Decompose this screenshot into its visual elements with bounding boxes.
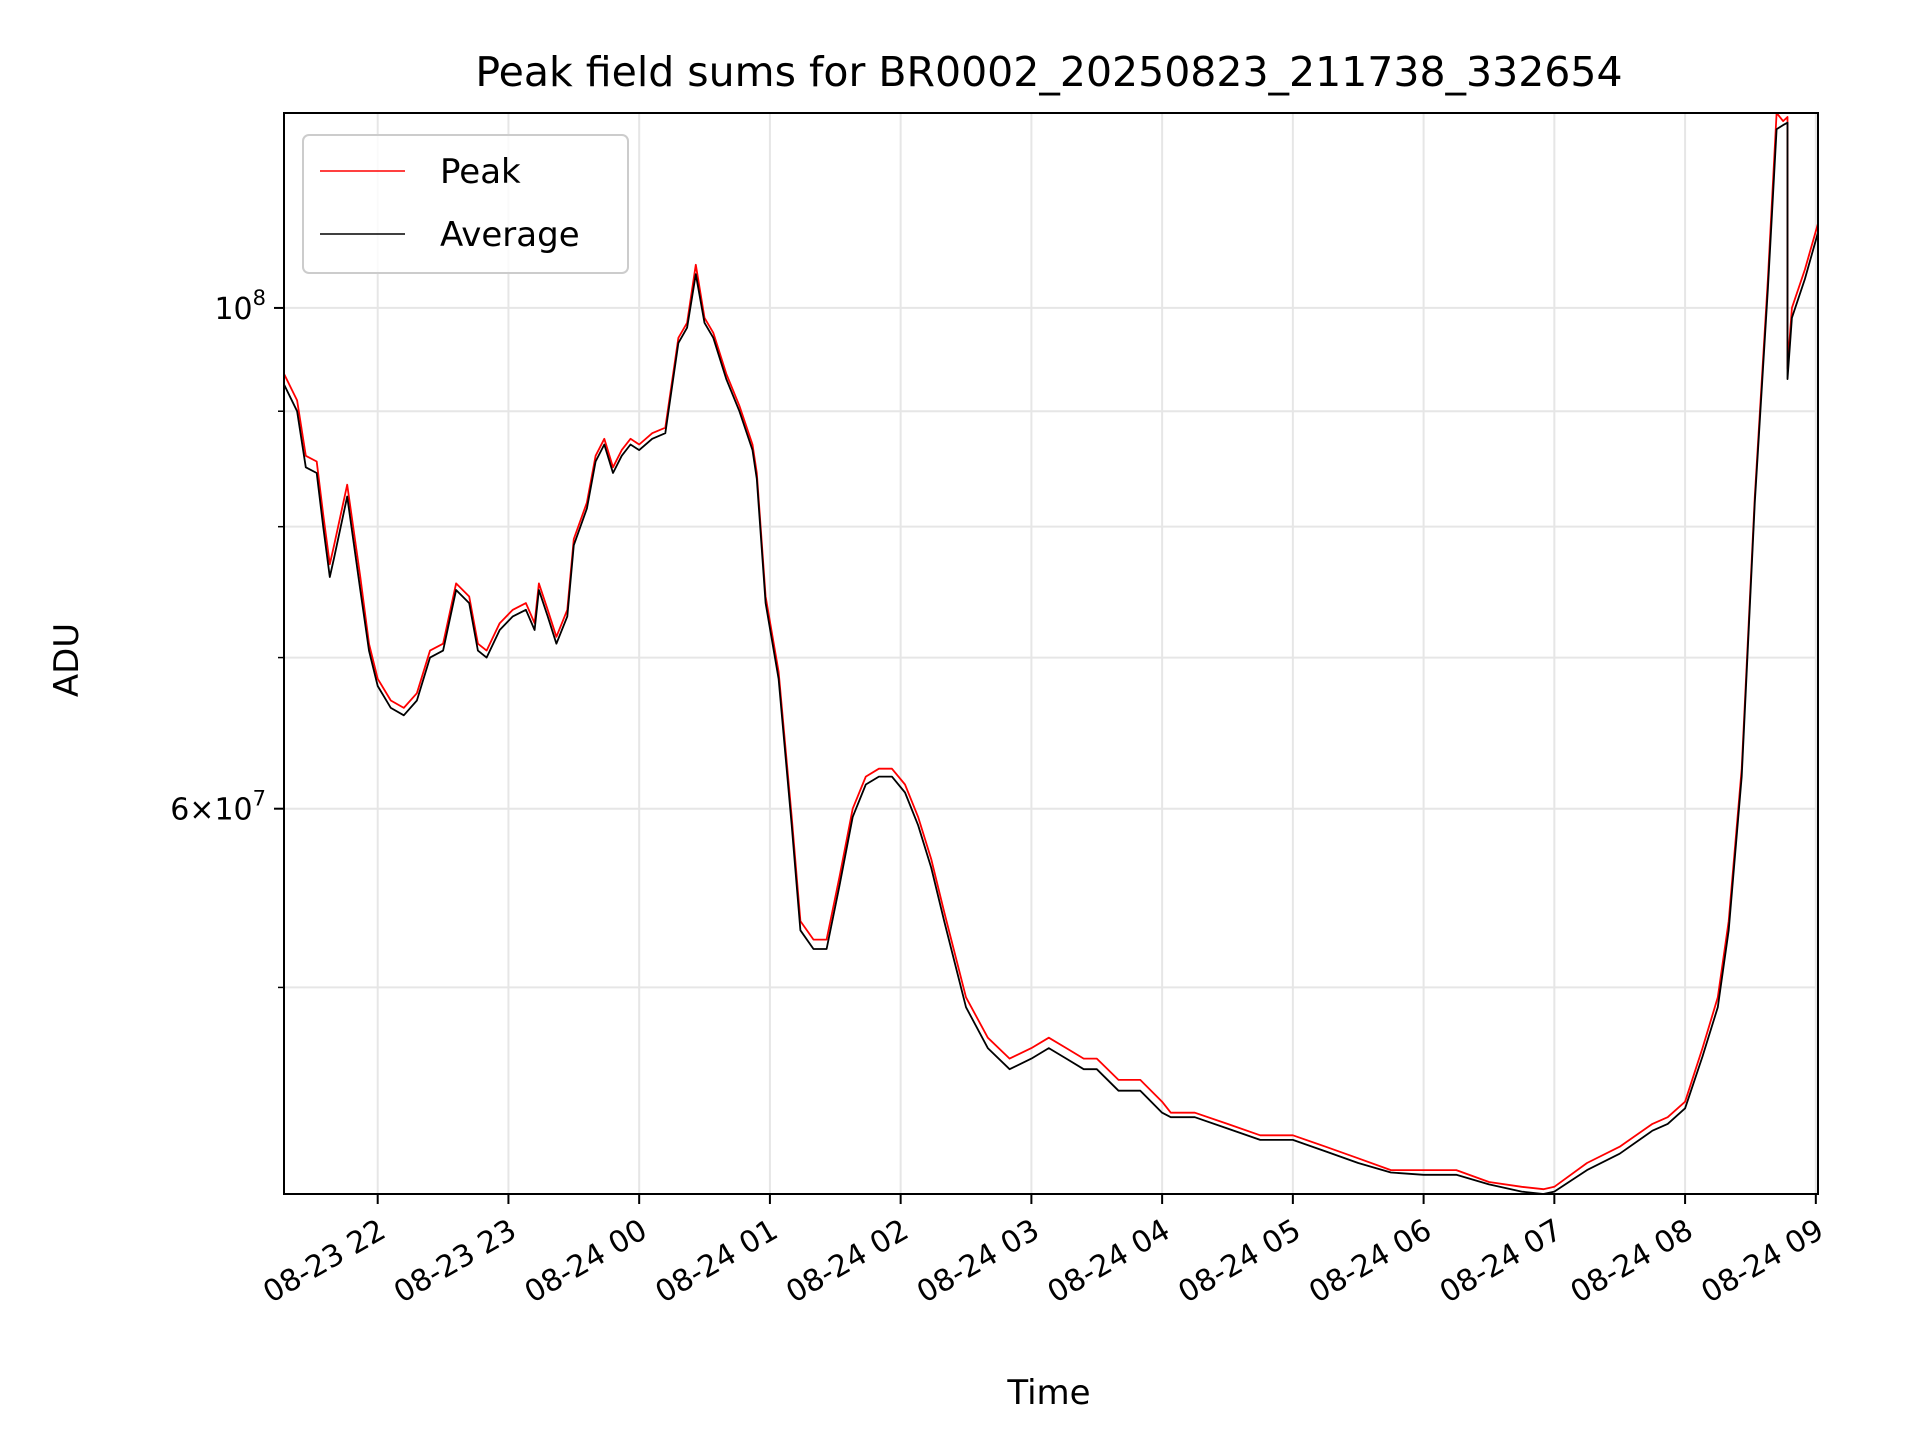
y-tick-label: 6×107: [170, 787, 266, 828]
grid: [284, 113, 1818, 1194]
y-axis: 108 6×107: [170, 286, 284, 989]
plot-series: [283, 112, 1819, 1195]
y-tick-label: 108: [214, 286, 266, 327]
legend-label-peak: Peak: [440, 152, 521, 192]
y-axis-label: ADU: [47, 623, 87, 697]
legend: Peak Average: [302, 134, 629, 274]
series-line-average: [283, 121, 1819, 1195]
series-line-peak: [283, 112, 1819, 1191]
legend-box: [302, 134, 629, 274]
chart-title: Peak field sums for BR0002_20250823_2117…: [475, 48, 1622, 96]
plot-frame: [283, 112, 1819, 1195]
x-axis-label: Time: [1006, 1373, 1090, 1413]
legend-label-average: Average: [440, 215, 580, 255]
